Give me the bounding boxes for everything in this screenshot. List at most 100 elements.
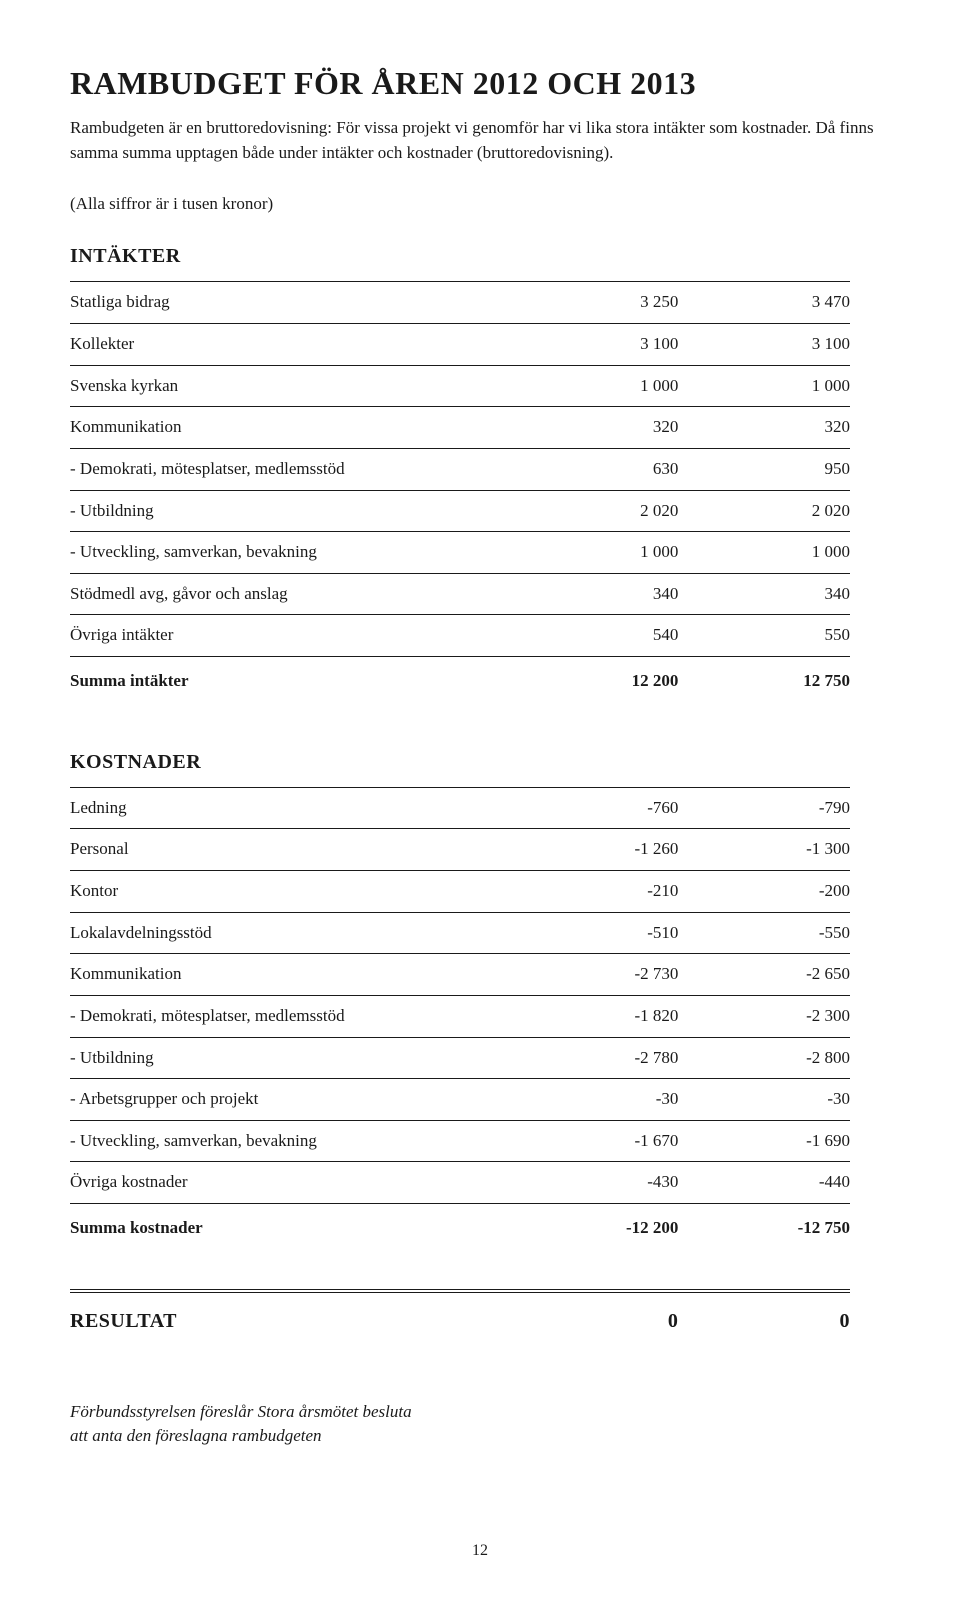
row-label: Lokalavdelningsstöd [70,912,507,954]
row-value-2: 340 [678,573,850,615]
table-row: Stödmedl avg, gåvor och anslag340340 [70,573,850,615]
proposal-text: Förbundsstyrelsen föreslår Stora årsmöte… [70,1400,570,1449]
row-value-1: -1 820 [507,995,679,1037]
row-value-1: 340 [507,573,679,615]
row-value-2: -440 [678,1162,850,1204]
intakter-body: Statliga bidrag3 2503 470Kollekter3 1003… [70,282,850,657]
resultat-row: RESULTAT 0 0 [70,1291,850,1350]
row-value-2: -2 650 [678,954,850,996]
row-value-2: 3 470 [678,282,850,324]
table-row: Kontor-210-200 [70,871,850,913]
row-value-1: -430 [507,1162,679,1204]
row-value-1: -2 780 [507,1037,679,1079]
row-label: - Utveckling, samverkan, bevakning [70,532,507,574]
row-label: - Utveckling, samverkan, bevakning [70,1120,507,1162]
row-value-2: 320 [678,407,850,449]
row-label: - Utbildning [70,490,507,532]
row-label: Personal [70,829,507,871]
kostnader-sum-label: Summa kostnader [70,1204,507,1253]
row-label: Statliga bidrag [70,282,507,324]
row-label: Kollekter [70,323,507,365]
row-value-2: -30 [678,1079,850,1121]
row-value-2: -790 [678,787,850,829]
row-label: - Demokrati, mötesplatser, medlemsstöd [70,995,507,1037]
table-row: - Demokrati, mötesplatser, medlemsstöd63… [70,448,850,490]
intakter-table: INTÄKTER Statliga bidrag3 2503 470Kollek… [70,236,850,705]
row-label: Kommunikation [70,407,507,449]
row-value-2: 950 [678,448,850,490]
table-row: Personal-1 260-1 300 [70,829,850,871]
proposal-line1: Förbundsstyrelsen föreslår Stora årsmöte… [70,1402,412,1421]
table-row: Statliga bidrag3 2503 470 [70,282,850,324]
row-value-1: 1 000 [507,365,679,407]
row-value-1: -1 260 [507,829,679,871]
intakter-heading: INTÄKTER [70,236,850,282]
table-row: - Utbildning2 0202 020 [70,490,850,532]
row-value-1: -30 [507,1079,679,1121]
kostnader-table: KOSTNADER Ledning-760-790Personal-1 260-… [70,742,850,1253]
row-label: Kontor [70,871,507,913]
row-label: - Demokrati, mötesplatser, medlemsstöd [70,448,507,490]
row-value-1: -510 [507,912,679,954]
row-label: Stödmedl avg, gåvor och anslag [70,573,507,615]
row-value-2: 3 100 [678,323,850,365]
row-value-1: -210 [507,871,679,913]
table-row: - Utbildning-2 780-2 800 [70,1037,850,1079]
table-row: - Demokrati, mötesplatser, medlemsstöd-1… [70,995,850,1037]
row-value-1: -2 730 [507,954,679,996]
row-value-1: 540 [507,615,679,657]
row-value-2: -1 300 [678,829,850,871]
row-value-2: 1 000 [678,532,850,574]
table-row: Kommunikation320320 [70,407,850,449]
table-row: - Arbetsgrupper och projekt-30-30 [70,1079,850,1121]
kostnader-sum-c1: -12 200 [507,1204,679,1253]
row-value-2: 1 000 [678,365,850,407]
units-note: (Alla siffror är i tusen kronor) [70,192,890,217]
table-row: - Utveckling, samverkan, bevakning-1 670… [70,1120,850,1162]
proposal-line2: att anta den föreslagna rambudgeten [70,1426,322,1445]
row-label: - Utbildning [70,1037,507,1079]
table-row: Övriga kostnader-430-440 [70,1162,850,1204]
intakter-sum-c2: 12 750 [678,657,850,706]
kostnader-sum-row: Summa kostnader -12 200 -12 750 [70,1204,850,1253]
kostnader-body: Ledning-760-790Personal-1 260-1 300Konto… [70,787,850,1203]
row-value-1: 630 [507,448,679,490]
row-value-2: -1 690 [678,1120,850,1162]
intakter-sum-c1: 12 200 [507,657,679,706]
page-number: 12 [70,1539,890,1562]
row-label: Kommunikation [70,954,507,996]
row-value-2: 550 [678,615,850,657]
table-row: - Utveckling, samverkan, bevakning1 0001… [70,532,850,574]
resultat-c2: 0 [678,1291,850,1350]
row-value-2: -200 [678,871,850,913]
row-value-1: 2 020 [507,490,679,532]
resultat-label: RESULTAT [70,1291,507,1350]
row-label: Övriga kostnader [70,1162,507,1204]
row-value-1: -760 [507,787,679,829]
kostnader-heading: KOSTNADER [70,742,850,788]
row-value-1: 3 100 [507,323,679,365]
row-label: Svenska kyrkan [70,365,507,407]
row-label: Övriga intäkter [70,615,507,657]
row-value-2: -550 [678,912,850,954]
table-row: Svenska kyrkan1 0001 000 [70,365,850,407]
intakter-sum-label: Summa intäkter [70,657,507,706]
kostnader-sum-c2: -12 750 [678,1204,850,1253]
table-row: Lokalavdelningsstöd-510-550 [70,912,850,954]
row-value-1: -1 670 [507,1120,679,1162]
row-value-2: -2 800 [678,1037,850,1079]
intro-paragraph: Rambudgeten är en bruttoredovisning: För… [70,116,890,165]
row-label: - Arbetsgrupper och projekt [70,1079,507,1121]
row-value-1: 3 250 [507,282,679,324]
row-value-1: 1 000 [507,532,679,574]
row-value-2: -2 300 [678,995,850,1037]
row-label: Ledning [70,787,507,829]
page-title: RAMBUDGET FÖR ÅREN 2012 OCH 2013 [70,60,890,106]
resultat-table: RESULTAT 0 0 [70,1289,850,1350]
table-row: Kollekter3 1003 100 [70,323,850,365]
intakter-sum-row: Summa intäkter 12 200 12 750 [70,657,850,706]
table-row: Ledning-760-790 [70,787,850,829]
resultat-c1: 0 [507,1291,679,1350]
table-row: Övriga intäkter540550 [70,615,850,657]
row-value-1: 320 [507,407,679,449]
